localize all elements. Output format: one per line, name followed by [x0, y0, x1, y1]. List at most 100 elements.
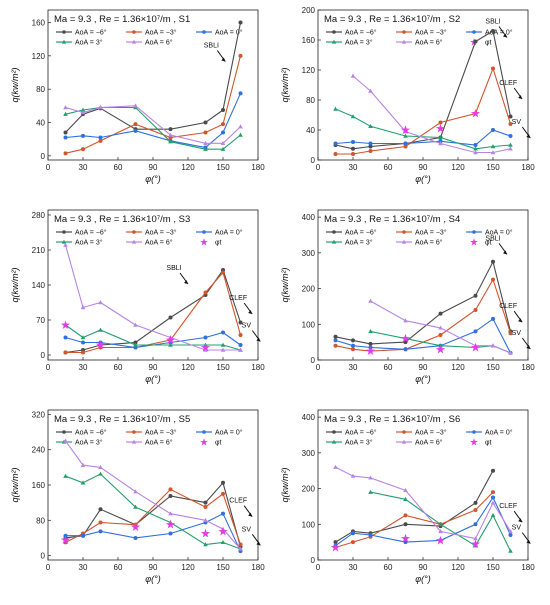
legend-label: AoA = 0° — [215, 29, 243, 37]
annotation-label: CLEF — [229, 498, 247, 505]
x-tick-label: 30 — [349, 363, 358, 372]
legend-label: AoA = −6° — [75, 29, 107, 37]
data-point — [133, 342, 138, 347]
data-point — [403, 340, 408, 345]
data-point — [168, 139, 173, 144]
annotation-arrowhead — [503, 33, 507, 38]
legend-marker — [472, 430, 476, 434]
x-tick-label: 60 — [114, 563, 123, 572]
x-tick-label: 150 — [216, 163, 230, 172]
series-line — [352, 75, 511, 154]
data-point — [473, 329, 478, 334]
data-point — [98, 138, 103, 143]
x-tick-label: 0 — [316, 363, 321, 372]
data-point — [491, 468, 495, 473]
data-point — [333, 106, 338, 111]
data-point — [221, 108, 225, 112]
data-point — [80, 480, 86, 485]
data-point — [81, 340, 85, 345]
data-point — [473, 522, 478, 527]
chart-panel-s3: Ma = 9.3 , Re = 1.36×10⁷/m , S3 0 30 60 90 12… — [10, 209, 265, 384]
data-point — [438, 529, 443, 534]
data-point — [350, 473, 356, 478]
x-tick-label: 30 — [79, 363, 88, 372]
x-tick-label: 90 — [419, 363, 428, 372]
legend-item: AoA = −6° — [326, 229, 377, 237]
data-point — [491, 29, 495, 33]
data-point — [333, 464, 338, 469]
legend-star-icon: ★ — [200, 238, 209, 249]
series-1 — [333, 468, 495, 545]
data-point — [351, 531, 355, 536]
data-point — [333, 141, 338, 146]
y-axis-label: q(kw/m²) — [10, 468, 20, 503]
data-point — [80, 305, 86, 310]
data-point — [473, 111, 478, 116]
data-point — [508, 114, 513, 119]
annotation-label: CLEF — [229, 295, 247, 302]
data-point — [63, 438, 68, 443]
series-4 — [63, 471, 243, 551]
data-point — [221, 511, 225, 516]
data-point — [491, 259, 495, 264]
x-tick-label: 150 — [486, 163, 500, 172]
data-point — [368, 341, 373, 346]
data-point — [221, 122, 225, 127]
legend-label: AoA = 3° — [345, 439, 373, 447]
legend-marker — [472, 30, 476, 34]
x-tick-label: 60 — [384, 563, 393, 572]
x-tick-label: 150 — [486, 563, 500, 572]
legend-item: AoA = 6° — [126, 239, 173, 247]
x-tick-label: 0 — [316, 563, 321, 572]
legend-label: AoA = −6° — [345, 229, 377, 237]
y-tick-label: 100 — [302, 520, 316, 529]
chart-title: Ma = 9.3 , Re = 1.36×10⁷/m , S6 — [324, 414, 460, 425]
legend-item: AoA = −6° — [56, 229, 107, 237]
annotation-label: SBLI — [485, 235, 500, 242]
data-point — [80, 107, 86, 112]
legend-label: φt — [215, 440, 222, 447]
data-point — [403, 318, 408, 323]
series-5 — [63, 103, 243, 146]
series-line — [335, 470, 494, 543]
annotation-label: CLEF — [499, 80, 517, 87]
data-point — [133, 340, 138, 345]
legend-item: AoA = 6° — [396, 439, 443, 447]
data-point — [403, 513, 408, 518]
data-point — [333, 540, 338, 545]
phi-t-star-icon: ★ — [400, 123, 411, 137]
annotation-arrowhead — [526, 539, 531, 544]
y-axis-label: q(kw/m²) — [280, 268, 290, 303]
chart-panel-s4: Ma = 9.3 , Re = 1.36×10⁷/m , S4 0 30 60 90 12… — [280, 209, 535, 384]
legend-marker — [331, 439, 337, 444]
annotation-arrowhead — [503, 250, 507, 255]
y-tick-label: 200 — [302, 285, 316, 294]
x-tick-label: 120 — [451, 163, 465, 172]
legend-item: AoA = 6° — [396, 39, 443, 47]
x-tick-label: 150 — [216, 563, 230, 572]
series-line — [65, 22, 242, 133]
chart-title: Ma = 9.3 , Re = 1.36×10⁷/m , S2 — [324, 14, 460, 25]
legend-label: AoA = 0° — [485, 229, 513, 237]
data-point — [368, 475, 373, 480]
data-point — [168, 127, 173, 132]
data-point — [368, 144, 373, 149]
data-point — [203, 130, 208, 135]
x-tick-label: 30 — [79, 163, 88, 172]
legend-item: AoA = 3° — [326, 439, 373, 447]
annotation-label: SBLI — [204, 43, 219, 50]
data-point — [368, 123, 373, 128]
data-point — [368, 533, 373, 537]
data-point — [203, 146, 208, 151]
legend-label: AoA = −3° — [415, 29, 447, 37]
x-tick-label: 90 — [149, 563, 158, 572]
data-point — [473, 146, 478, 151]
data-point — [368, 345, 373, 350]
x-tick-label: 180 — [521, 363, 535, 372]
data-point — [490, 512, 496, 518]
data-point — [133, 322, 138, 327]
y-axis-label: q(kw/m²) — [10, 268, 20, 303]
legend-marker — [401, 439, 407, 444]
y-tick-label: 120 — [302, 66, 316, 75]
phi-t-star-icon: ★ — [95, 338, 106, 352]
